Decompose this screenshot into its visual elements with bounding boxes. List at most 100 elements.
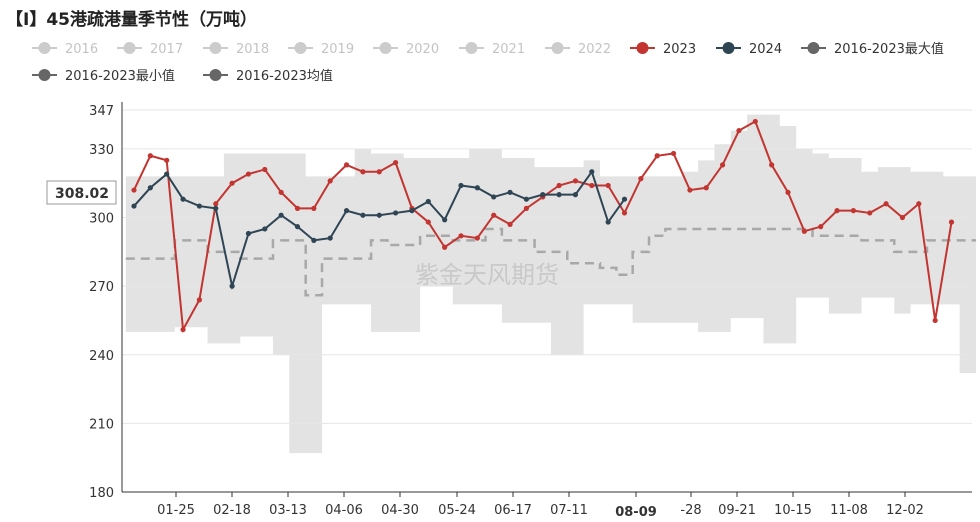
point-2023[interactable]: [801, 228, 807, 234]
point-2024[interactable]: [621, 196, 628, 202]
point-2023[interactable]: [458, 233, 464, 239]
point-2023[interactable]: [883, 201, 889, 207]
point-2023[interactable]: [213, 201, 219, 207]
legend[interactable]: 2016 2017 2018 2019 2020 2021 2022 2023 2024 2016…: [32, 41, 944, 84]
point-2023[interactable]: [245, 171, 252, 177]
point-2023[interactable]: [670, 150, 677, 157]
point-2023[interactable]: [262, 166, 268, 173]
point-2023[interactable]: [736, 127, 742, 134]
point-2024[interactable]: [556, 192, 562, 198]
point-2024[interactable]: [327, 235, 333, 241]
point-2024[interactable]: [442, 217, 448, 223]
point-2023[interactable]: [474, 235, 480, 241]
point-2023[interactable]: [785, 189, 791, 195]
point-2024[interactable]: [360, 212, 366, 218]
point-2024[interactable]: [393, 210, 399, 216]
point-2024[interactable]: [311, 237, 317, 243]
point-2024[interactable]: [131, 203, 137, 209]
point-2024[interactable]: [213, 205, 219, 211]
point-2024[interactable]: [229, 283, 235, 289]
point-2023[interactable]: [654, 153, 660, 159]
point-2023[interactable]: [589, 182, 595, 189]
point-2024[interactable]: [343, 208, 350, 214]
point-2023[interactable]: [621, 210, 628, 216]
point-2023[interactable]: [360, 169, 366, 175]
point-2023[interactable]: [327, 178, 333, 184]
legend-item[interactable]: 2020: [373, 42, 439, 57]
point-2024[interactable]: [164, 171, 170, 177]
point-2024[interactable]: [262, 226, 268, 232]
point-2023[interactable]: [164, 157, 170, 163]
legend-item[interactable]: 2024: [716, 42, 782, 57]
point-2024[interactable]: [147, 185, 153, 191]
x-tick-label: 02-18: [213, 503, 251, 518]
legend-item[interactable]: 2021: [459, 42, 525, 57]
point-2023[interactable]: [752, 118, 758, 125]
point-2023[interactable]: [850, 208, 857, 214]
point-2024[interactable]: [376, 212, 382, 218]
point-2024[interactable]: [180, 196, 186, 202]
point-2024[interactable]: [572, 192, 579, 198]
point-2023[interactable]: [834, 208, 840, 214]
point-2023[interactable]: [311, 205, 317, 211]
point-2023[interactable]: [818, 224, 824, 230]
point-2024[interactable]: [605, 219, 611, 225]
legend-item[interactable]: 2017: [117, 42, 183, 57]
point-2023[interactable]: [556, 182, 562, 189]
point-2024[interactable]: [278, 212, 284, 218]
point-2023[interactable]: [687, 187, 693, 193]
point-2023[interactable]: [131, 187, 137, 193]
point-2023[interactable]: [425, 219, 431, 225]
x-tick-label: 08-09: [615, 505, 657, 520]
legend-item[interactable]: 2022: [545, 42, 611, 57]
point-2023[interactable]: [147, 153, 153, 159]
point-2024[interactable]: [523, 196, 530, 202]
point-2023[interactable]: [180, 326, 186, 333]
legend-item[interactable]: 2016: [32, 42, 98, 57]
point-2024[interactable]: [409, 208, 415, 214]
point-2023[interactable]: [278, 189, 284, 195]
point-2024[interactable]: [540, 192, 546, 198]
point-2023[interactable]: [393, 160, 399, 166]
point-2023[interactable]: [572, 178, 579, 184]
legend-item[interactable]: 2016-2023最小值: [32, 68, 175, 84]
legend-item[interactable]: 2019: [288, 42, 354, 57]
point-2023[interactable]: [867, 210, 873, 216]
point-2023[interactable]: [229, 180, 235, 186]
point-2023[interactable]: [932, 317, 938, 324]
point-2024[interactable]: [196, 203, 202, 209]
point-2023[interactable]: [899, 214, 906, 221]
point-2023[interactable]: [769, 162, 775, 168]
legend-item[interactable]: 2023: [630, 42, 696, 57]
point-2023[interactable]: [507, 221, 513, 227]
point-2023[interactable]: [491, 212, 497, 218]
point-2023[interactable]: [523, 205, 530, 211]
point-2023[interactable]: [294, 205, 301, 211]
point-2024[interactable]: [491, 194, 497, 200]
point-2024[interactable]: [245, 230, 252, 237]
point-2024[interactable]: [507, 189, 513, 195]
point-2023[interactable]: [703, 185, 709, 191]
point-2024[interactable]: [458, 182, 464, 189]
point-2023[interactable]: [605, 182, 611, 189]
point-2023[interactable]: [948, 219, 955, 225]
point-2023[interactable]: [196, 297, 202, 303]
point-2023[interactable]: [376, 169, 382, 175]
point-2023[interactable]: [720, 162, 726, 168]
legend-item[interactable]: 2016-2023最大值: [801, 41, 944, 57]
point-2023[interactable]: [916, 201, 922, 207]
point-2024[interactable]: [294, 224, 301, 230]
legend-item[interactable]: 2018: [203, 42, 269, 57]
avg-path: [125, 227, 977, 297]
min-max-band: [125, 114, 977, 454]
point-2023[interactable]: [442, 244, 448, 250]
point-2024[interactable]: [425, 198, 431, 205]
series[interactable]: [131, 118, 955, 333]
point-2023[interactable]: [638, 176, 644, 182]
point-2024[interactable]: [474, 185, 480, 191]
point-2023[interactable]: [343, 162, 350, 168]
legend-item[interactable]: 2016-2023均值: [203, 68, 333, 84]
point-2024[interactable]: [589, 169, 595, 175]
legend-marker: [807, 42, 820, 54]
